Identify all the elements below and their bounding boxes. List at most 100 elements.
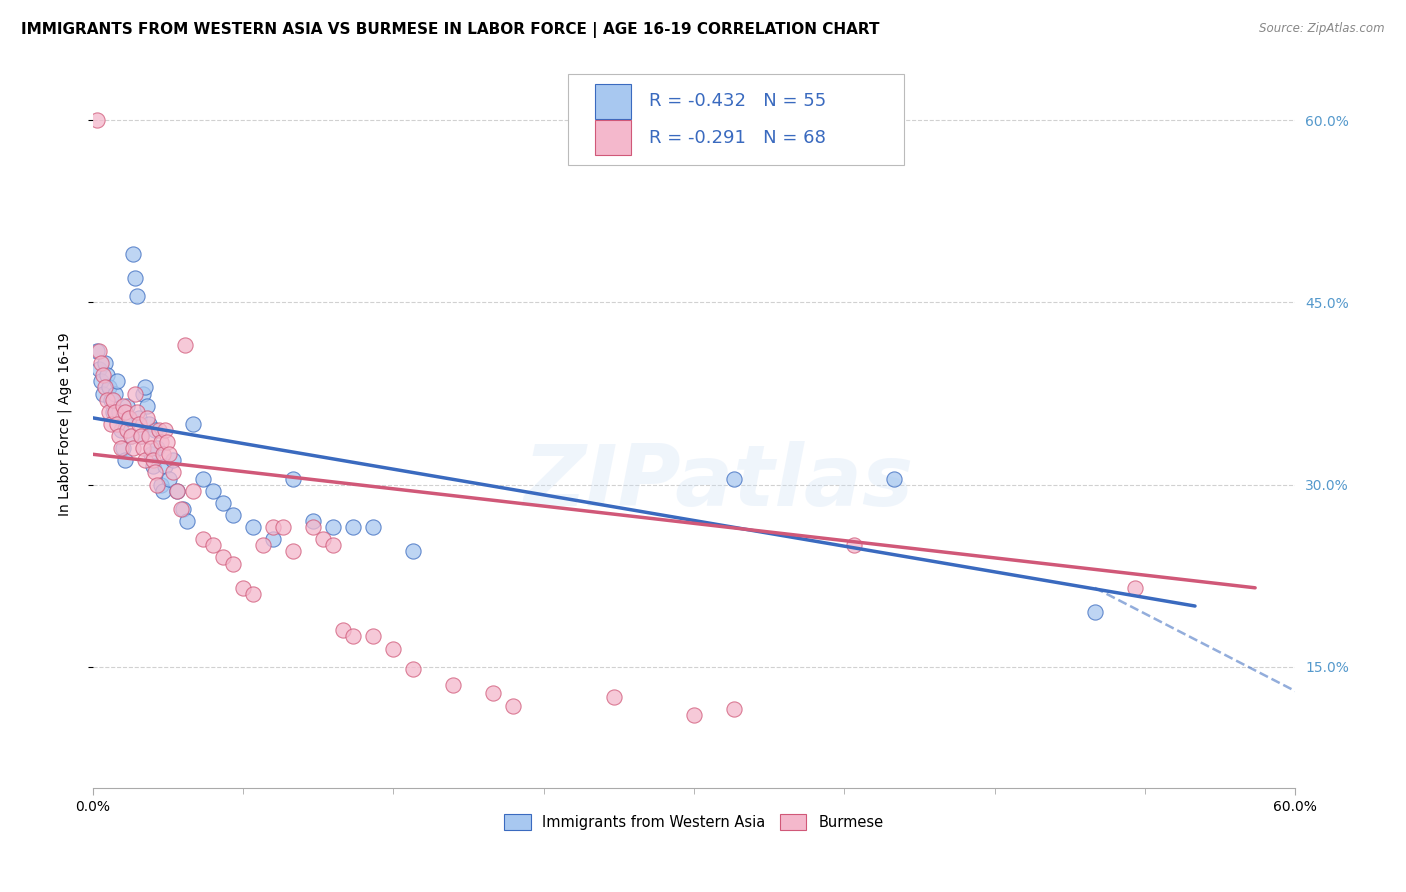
- Point: [157, 471, 180, 485]
- Point: [191, 471, 214, 485]
- Point: [211, 550, 233, 565]
- Point: [111, 399, 134, 413]
- Point: [723, 471, 745, 485]
- Point: [1084, 605, 1107, 619]
- Point: [162, 453, 184, 467]
- Point: [181, 483, 204, 498]
- Point: [96, 368, 118, 383]
- Point: [162, 466, 184, 480]
- Point: [86, 344, 108, 359]
- Point: [222, 557, 245, 571]
- Point: [173, 338, 195, 352]
- Point: [114, 405, 136, 419]
- Point: [134, 453, 156, 467]
- Point: [135, 410, 157, 425]
- Point: [232, 581, 254, 595]
- Point: [172, 502, 194, 516]
- Point: [844, 538, 866, 552]
- Point: [91, 368, 114, 383]
- Point: [402, 662, 425, 676]
- Point: [93, 380, 115, 394]
- Point: [152, 483, 174, 498]
- Point: [101, 392, 124, 407]
- Point: [148, 423, 170, 437]
- Point: [117, 410, 139, 425]
- Point: [101, 405, 124, 419]
- Point: [87, 344, 110, 359]
- FancyBboxPatch shape: [568, 74, 904, 165]
- Point: [131, 386, 153, 401]
- Point: [502, 698, 524, 713]
- Point: [156, 435, 179, 450]
- Text: R = -0.432   N = 55: R = -0.432 N = 55: [650, 92, 827, 110]
- Point: [142, 453, 165, 467]
- Point: [131, 441, 153, 455]
- Point: [152, 447, 174, 461]
- Point: [139, 441, 162, 455]
- Point: [145, 477, 167, 491]
- Point: [181, 417, 204, 431]
- Point: [342, 629, 364, 643]
- Point: [86, 113, 108, 128]
- Point: [602, 690, 624, 705]
- Text: R = -0.291   N = 68: R = -0.291 N = 68: [650, 128, 827, 146]
- Point: [100, 392, 122, 407]
- Point: [96, 392, 118, 407]
- Point: [114, 453, 136, 467]
- Point: [153, 423, 176, 437]
- Point: [322, 538, 344, 552]
- Point: [252, 538, 274, 552]
- Point: [262, 533, 284, 547]
- Point: [129, 429, 152, 443]
- Point: [135, 399, 157, 413]
- Point: [153, 459, 176, 474]
- Point: [128, 410, 150, 425]
- Point: [91, 386, 114, 401]
- Point: [103, 405, 125, 419]
- Point: [90, 375, 112, 389]
- Point: [142, 459, 165, 474]
- Point: [361, 520, 384, 534]
- Point: [121, 441, 143, 455]
- FancyBboxPatch shape: [595, 84, 631, 119]
- Legend: Immigrants from Western Asia, Burmese: Immigrants from Western Asia, Burmese: [499, 808, 889, 836]
- Point: [149, 435, 172, 450]
- Point: [105, 375, 128, 389]
- Point: [170, 502, 193, 516]
- Point: [111, 441, 134, 455]
- Point: [312, 533, 335, 547]
- Point: [271, 520, 294, 534]
- Text: Source: ZipAtlas.com: Source: ZipAtlas.com: [1260, 22, 1385, 36]
- Point: [1123, 581, 1146, 595]
- Point: [138, 429, 160, 443]
- Point: [242, 520, 264, 534]
- Point: [97, 380, 120, 394]
- Point: [176, 514, 198, 528]
- Point: [157, 447, 180, 461]
- Point: [382, 641, 405, 656]
- Point: [262, 520, 284, 534]
- Point: [683, 708, 706, 723]
- Point: [121, 247, 143, 261]
- Point: [90, 356, 112, 370]
- Point: [110, 441, 132, 455]
- Point: [723, 702, 745, 716]
- Point: [97, 405, 120, 419]
- Point: [110, 423, 132, 437]
- Point: [134, 380, 156, 394]
- Point: [100, 417, 122, 431]
- Point: [191, 533, 214, 547]
- Point: [139, 447, 162, 461]
- Point: [128, 417, 150, 431]
- Point: [222, 508, 245, 522]
- Point: [302, 514, 325, 528]
- Point: [93, 356, 115, 370]
- Point: [87, 362, 110, 376]
- Y-axis label: In Labor Force | Age 16-19: In Labor Force | Age 16-19: [58, 332, 72, 516]
- Point: [115, 399, 138, 413]
- Point: [166, 483, 188, 498]
- Point: [201, 538, 224, 552]
- Point: [143, 466, 166, 480]
- Point: [129, 429, 152, 443]
- Point: [115, 423, 138, 437]
